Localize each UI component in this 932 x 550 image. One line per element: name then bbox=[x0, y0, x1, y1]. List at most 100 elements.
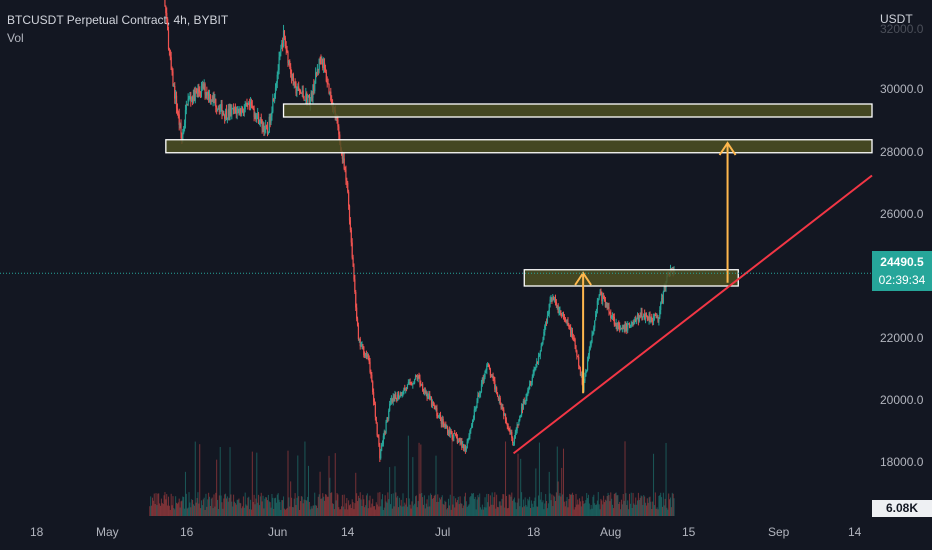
volume-bar bbox=[664, 498, 666, 516]
candle-body bbox=[652, 319, 654, 322]
candle-body bbox=[307, 97, 309, 103]
volume-bar bbox=[625, 493, 627, 516]
volume-bar bbox=[631, 508, 633, 516]
volume-bar bbox=[671, 492, 673, 516]
candle-body bbox=[452, 437, 454, 439]
volume-bar bbox=[206, 506, 208, 516]
volume-bar bbox=[618, 503, 620, 516]
candle-body bbox=[265, 125, 268, 128]
candle-body bbox=[570, 330, 573, 336]
resistance-zone[interactable] bbox=[282, 103, 873, 118]
candle-body bbox=[574, 339, 576, 346]
volume-bar bbox=[534, 497, 536, 516]
volume-bar bbox=[303, 499, 305, 516]
volume-bar bbox=[307, 496, 309, 516]
volume-bar bbox=[554, 501, 556, 516]
volume-bar bbox=[298, 496, 300, 516]
candle-body bbox=[502, 407, 504, 410]
volume-bar bbox=[406, 498, 408, 516]
candle-body bbox=[636, 314, 639, 319]
candle-body bbox=[167, 18, 169, 31]
volume-bar bbox=[159, 505, 161, 516]
volume-bar bbox=[496, 494, 498, 516]
candle-body bbox=[171, 69, 173, 72]
volume-bar bbox=[156, 505, 158, 516]
volume-bar bbox=[589, 509, 591, 516]
symbol-title[interactable]: BTCUSDT Perpetual Contract, 4h, BYBIT bbox=[7, 13, 229, 27]
volume-bar bbox=[219, 446, 221, 516]
candle-body bbox=[400, 392, 402, 396]
candle-body bbox=[553, 298, 556, 300]
candle-body bbox=[392, 396, 394, 402]
candle-body bbox=[286, 49, 288, 53]
volume-bar bbox=[617, 495, 619, 516]
volume-bar bbox=[570, 494, 572, 516]
volume-bar bbox=[336, 493, 338, 516]
candle-body bbox=[367, 354, 369, 357]
volume-bar bbox=[183, 496, 185, 516]
volume-bar bbox=[420, 444, 422, 516]
resistance-zone[interactable] bbox=[165, 139, 873, 154]
candle-body bbox=[165, 6, 167, 13]
volume-bar bbox=[157, 493, 159, 516]
volume-indicator-label[interactable]: Vol bbox=[7, 31, 24, 45]
time-tick: May bbox=[96, 525, 119, 539]
candle-body bbox=[342, 158, 344, 160]
candle-body bbox=[245, 102, 247, 107]
candle-body bbox=[397, 394, 400, 398]
volume-bar bbox=[655, 508, 657, 516]
volume-bar bbox=[271, 493, 273, 516]
time-tick: 16 bbox=[180, 525, 194, 539]
volume-bar bbox=[345, 503, 347, 516]
candle-body bbox=[284, 37, 286, 47]
candle-body bbox=[638, 315, 640, 322]
volume-bar bbox=[584, 503, 586, 516]
volume-bar bbox=[357, 501, 359, 516]
volume-bar bbox=[621, 504, 623, 516]
ascending-trendline[interactable] bbox=[512, 174, 873, 455]
candle-body bbox=[494, 380, 496, 390]
volume-bar bbox=[290, 481, 292, 516]
volume-bar bbox=[184, 471, 186, 516]
volume-bar bbox=[239, 502, 241, 516]
candle-body bbox=[650, 316, 652, 322]
volume-bar bbox=[447, 498, 449, 516]
volume-bar bbox=[184, 508, 186, 516]
volume-bar bbox=[650, 501, 652, 516]
currency-label[interactable]: USDT bbox=[880, 12, 913, 26]
volume-bar bbox=[486, 493, 488, 516]
candle-body bbox=[356, 318, 359, 326]
volume-bar bbox=[553, 495, 555, 516]
volume-bar bbox=[312, 505, 314, 516]
candle-body bbox=[545, 322, 547, 327]
volume-bar bbox=[160, 498, 162, 516]
candle-body bbox=[201, 84, 203, 86]
volume-bar bbox=[293, 498, 295, 516]
time-tick: 15 bbox=[682, 525, 696, 539]
volume-bar bbox=[592, 496, 594, 516]
candle-body bbox=[415, 376, 417, 378]
candle-body bbox=[232, 108, 234, 110]
volume-bar bbox=[153, 493, 155, 516]
volume-bar bbox=[394, 466, 396, 516]
candle-body bbox=[271, 111, 273, 117]
volume-bar bbox=[246, 505, 248, 516]
volume-bar bbox=[498, 501, 500, 516]
candle-body bbox=[540, 346, 542, 352]
candle-body bbox=[504, 413, 506, 416]
candle-body bbox=[483, 377, 485, 381]
volume-bar bbox=[299, 501, 301, 516]
volume-bar bbox=[149, 506, 151, 516]
volume-bar bbox=[261, 501, 263, 516]
drawings[interactable] bbox=[512, 141, 873, 455]
volume-bar bbox=[640, 495, 642, 516]
volume-bar bbox=[538, 442, 540, 516]
candle-body bbox=[449, 430, 451, 435]
volume-bar bbox=[602, 504, 604, 516]
volume-bar bbox=[429, 506, 431, 516]
volume-bar bbox=[451, 439, 453, 516]
candle-body bbox=[377, 435, 379, 438]
candle-body bbox=[336, 116, 338, 120]
resistance-zone[interactable] bbox=[523, 269, 739, 287]
